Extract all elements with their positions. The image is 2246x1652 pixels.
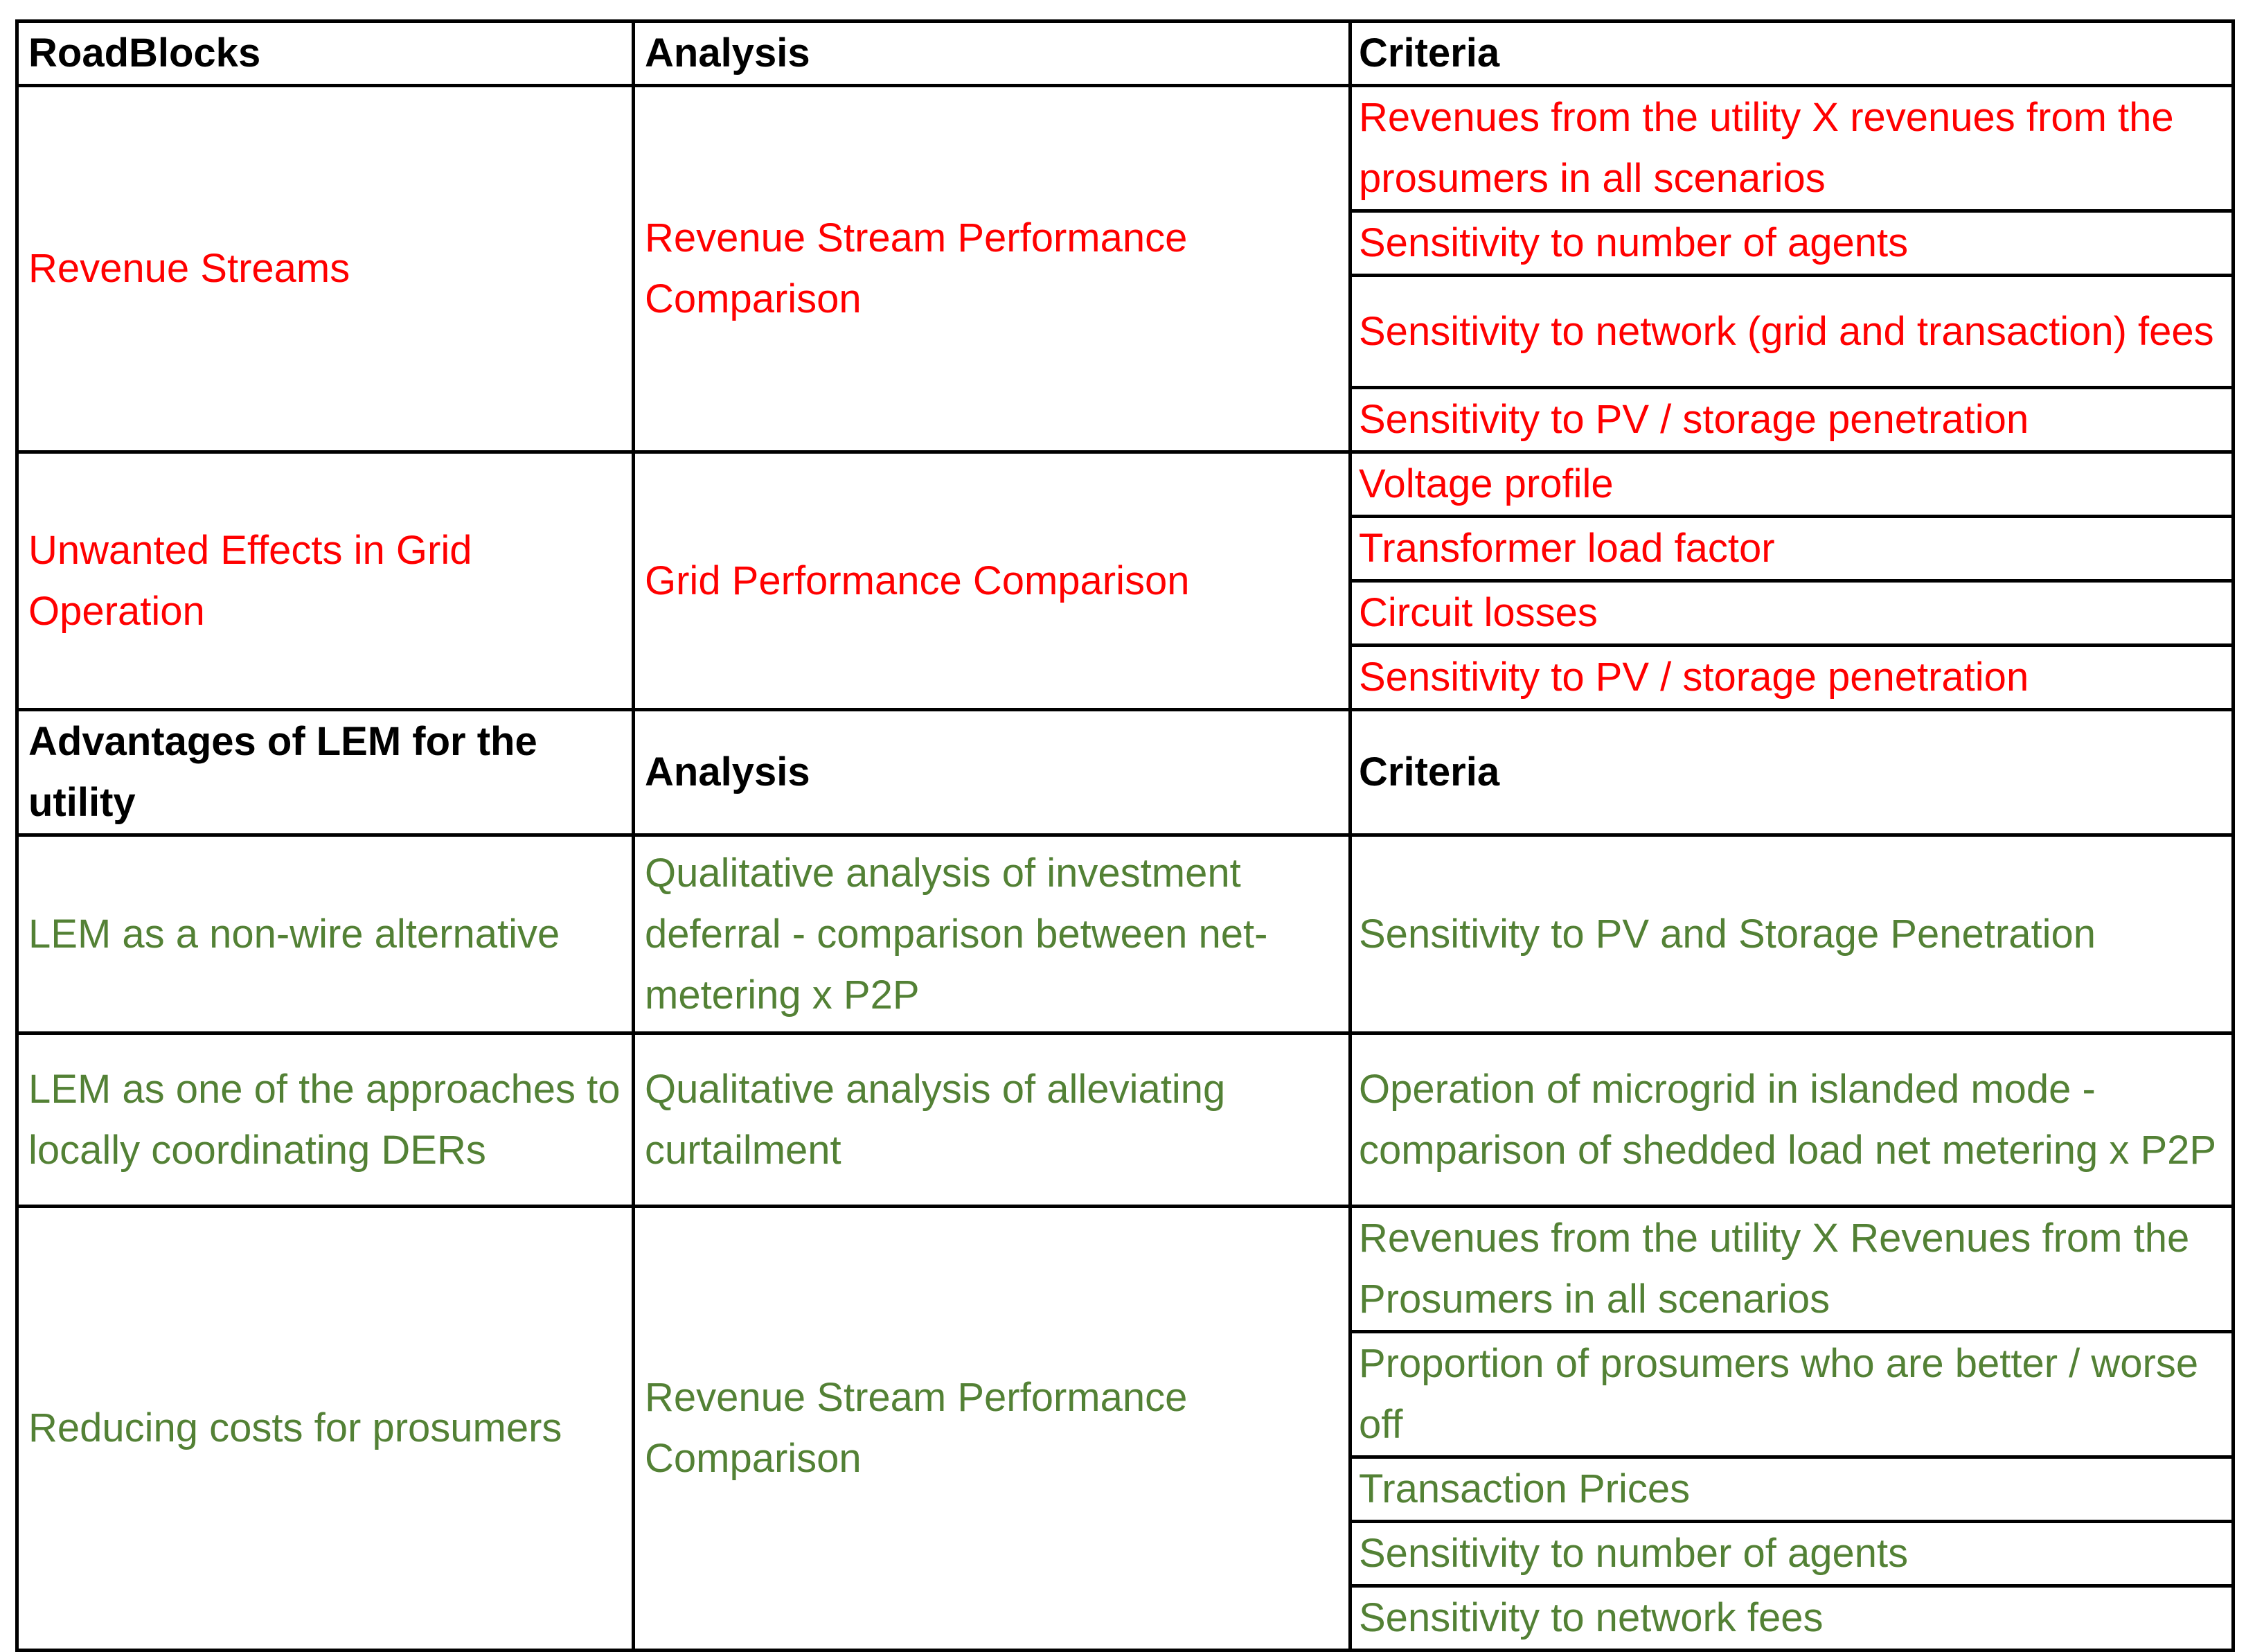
- criteria-cell: Sensitivity to PV / storage penetration: [1348, 386, 2235, 454]
- table-row: Revenue Streams Revenue Stream Performan…: [15, 84, 2235, 454]
- table-row: Sensitivity to number of agents: [17, 1520, 2235, 1588]
- section2-header-row: Advantages of LEM for the utility Analys…: [15, 708, 2235, 837]
- criteria-cell: Circuit losses: [1348, 579, 2235, 647]
- criteria-table-container: RoadBlocks Analysis Criteria Revenue Str…: [15, 19, 2235, 1652]
- analysis-cell: Grid Performance Comparison: [632, 450, 1352, 711]
- roadblocks-header: RoadBlocks: [15, 19, 635, 87]
- roadblock-cell: Unwanted Effects in Grid Operation: [15, 450, 635, 711]
- analysis-cell: Qualitative analysis of alleviating curt…: [632, 1031, 1352, 1208]
- criteria-header: Criteria: [1348, 19, 2235, 87]
- criteria-cell: Proportion of prosumers who are better /…: [1348, 1330, 2235, 1459]
- advantage-cell: LEM as one of the approaches to locally …: [15, 1031, 635, 1208]
- roadblock-cell: Revenue Streams: [15, 84, 635, 454]
- analysis-header: Analysis: [632, 19, 1352, 87]
- table-row: Sensitivity to number of agents: [17, 209, 2235, 277]
- analysis-cell: Revenue Stream Performance Comparison: [632, 1205, 1352, 1652]
- criteria-cell: Revenues from the utility X Revenues fro…: [1348, 1205, 2235, 1333]
- table-row: Sensitivity to PV / storage penetration: [17, 643, 2235, 711]
- criteria-cell: Voltage profile: [1348, 450, 2235, 518]
- criteria-table: RoadBlocks Analysis Criteria Revenue Str…: [15, 19, 2235, 1652]
- table-row: Sensitivity to PV / storage penetration: [17, 386, 2235, 454]
- analysis-cell: Revenue Stream Performance Comparison: [632, 84, 1352, 454]
- section1-header-row: RoadBlocks Analysis Criteria: [15, 19, 2235, 87]
- criteria-cell: Sensitivity to network fees: [1348, 1584, 2235, 1652]
- criteria-cell: Sensitivity to PV and Storage Penetratio…: [1348, 833, 2235, 1035]
- criteria-cell: Sensitivity to network (grid and transac…: [1348, 274, 2235, 389]
- advantage-cell: LEM as a non-wire alternative: [15, 833, 635, 1035]
- table-row: Transformer load factor: [17, 515, 2235, 583]
- table-row: Proportion of prosumers who are better /…: [17, 1330, 2235, 1459]
- criteria-cell: Transaction Prices: [1348, 1455, 2235, 1523]
- table-row: Reducing costs for prosumers Revenue Str…: [15, 1205, 2235, 1652]
- criteria-cell: Sensitivity to number of agents: [1348, 1520, 2235, 1588]
- criteria-cell: Sensitivity to number of agents: [1348, 209, 2235, 277]
- table-row: Transaction Prices: [17, 1455, 2235, 1523]
- criteria-header: Criteria: [1348, 708, 2235, 837]
- criteria-cell: Operation of microgrid in islanded mode …: [1348, 1031, 2235, 1208]
- table-row: LEM as one of the approaches to locally …: [15, 1031, 2235, 1208]
- table-row: Sensitivity to network (grid and transac…: [17, 274, 2235, 389]
- table-row: Unwanted Effects in Grid Operation Grid …: [15, 450, 2235, 711]
- criteria-cell: Revenues from the utility X revenues fro…: [1348, 84, 2235, 213]
- table-row: LEM as a non-wire alternative Qualitativ…: [15, 833, 2235, 1035]
- analysis-cell: Qualitative analysis of investment defer…: [632, 833, 1352, 1035]
- advantage-cell: Reducing costs for prosumers: [15, 1205, 635, 1652]
- advantages-header: Advantages of LEM for the utility: [15, 708, 635, 837]
- analysis-header: Analysis: [632, 708, 1352, 837]
- table-row: Circuit losses: [17, 579, 2235, 647]
- criteria-cell: Transformer load factor: [1348, 515, 2235, 583]
- criteria-cell: Sensitivity to PV / storage penetration: [1348, 643, 2235, 711]
